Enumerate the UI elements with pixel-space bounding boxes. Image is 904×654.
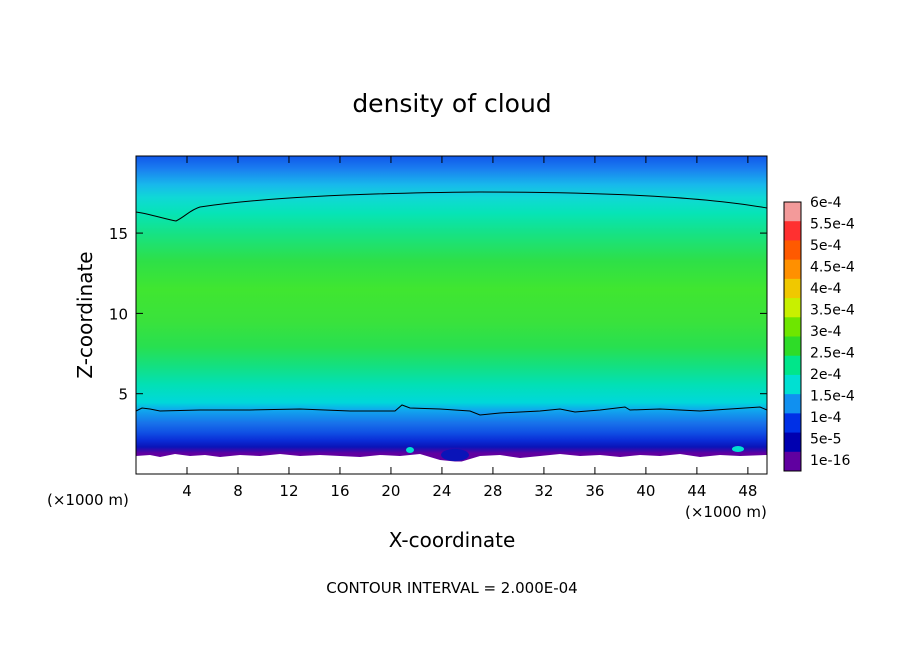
plot-area — [135, 155, 768, 475]
colorbar-swatch — [784, 451, 801, 472]
colorbar-swatch — [784, 394, 801, 414]
x-tick-label: 12 — [279, 482, 298, 500]
colorbar-swatch — [784, 259, 801, 280]
colorbar-label: 2e-4 — [810, 367, 842, 383]
contour-line-upper — [135, 191, 768, 222]
colorbar-swatch — [784, 298, 801, 318]
density-field — [136, 156, 767, 474]
colorbar-swatch — [784, 432, 801, 453]
x-tick-label: 36 — [585, 482, 604, 500]
colorbar-frame — [783, 201, 802, 472]
x-axis: 4 8 12 16 20 24 28 32 36 40 44 48 — [182, 156, 757, 500]
surface-detail — [136, 454, 767, 474]
colorbar-label: 5.5e-4 — [810, 217, 855, 233]
colorbar-swatch — [784, 240, 801, 261]
colorbar-swatch — [784, 221, 801, 241]
colorbar-label: 3.5e-4 — [810, 303, 855, 319]
colorbar-label: 2.5e-4 — [810, 346, 855, 362]
colorbar-swatch — [784, 317, 801, 337]
x-tick-label: 28 — [483, 482, 502, 500]
colorbar-label: 3e-4 — [810, 324, 842, 340]
colorbar-label: 5e-4 — [810, 238, 842, 254]
chart-title: density of cloud — [352, 89, 551, 118]
colorbar-label: 1.5e-4 — [810, 389, 855, 405]
x-tick-label: 24 — [432, 482, 451, 500]
y-tick-label: 5 — [118, 386, 128, 404]
x-tick-label: 32 — [534, 482, 553, 500]
dense-patch — [732, 446, 744, 452]
colorbar-label: 5e-5 — [810, 432, 841, 448]
colorbar-label: 6e-4 — [810, 195, 842, 211]
colorbar-label: 4.5e-4 — [810, 260, 855, 276]
plot-frame — [135, 155, 768, 475]
colorbar-swatch — [784, 355, 801, 376]
colorbar-swatch — [784, 336, 801, 357]
x-tick-label: 16 — [330, 482, 349, 500]
x-tick-label: 4 — [182, 482, 192, 500]
x-tick-label: 48 — [738, 482, 757, 500]
dense-patch — [441, 449, 469, 461]
x-tick-label: 8 — [233, 482, 243, 500]
y-tick-label: 15 — [109, 225, 128, 243]
x-tick-label: 20 — [381, 482, 400, 500]
x-unit-label-left: (×1000 m) — [47, 491, 129, 509]
colorbar: 6e-4 5.5e-4 5e-4 4.5e-4 4e-4 3.5e-4 3e-4 2.5e-4… — [783, 195, 855, 472]
colorbar-label: 4e-4 — [810, 281, 842, 297]
colorbar-swatch — [784, 413, 801, 434]
contour-interval-note: CONTOUR INTERVAL = 2.000E-04 — [326, 579, 577, 597]
colorbar-swatch — [784, 278, 801, 299]
x-tick-label: 44 — [687, 482, 706, 500]
colorbar-label: 1e-16 — [810, 453, 850, 469]
x-unit-label-right: (×1000 m) — [685, 503, 767, 521]
colorbar-swatch — [784, 374, 801, 395]
y-axis-title: Z-coordinate — [73, 251, 97, 378]
contour-line-lower — [135, 404, 768, 416]
dense-patch — [406, 447, 414, 453]
colorbar-label: 1e-4 — [810, 410, 842, 426]
colorbar-swatch — [784, 202, 801, 222]
x-axis-title: X-coordinate — [389, 528, 516, 552]
y-tick-label: 10 — [109, 305, 128, 323]
y-axis: 5 10 15 — [109, 225, 767, 404]
x-tick-label: 40 — [636, 482, 655, 500]
